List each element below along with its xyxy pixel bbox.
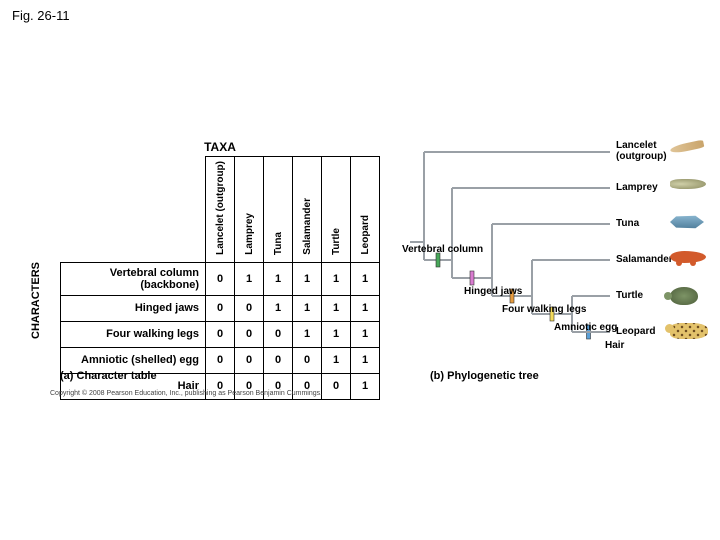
table-row: Four walking legs000111 xyxy=(61,321,380,347)
cell: 0 xyxy=(206,295,235,321)
cell: 0 xyxy=(235,295,264,321)
copyright-text: Copyright © 2008 Pearson Education, Inc.… xyxy=(50,390,322,397)
tip-label-leopard: Leopard xyxy=(616,326,655,337)
figure-label: Fig. 26-11 xyxy=(12,8,70,23)
node-label: Hinged jaws xyxy=(464,286,522,297)
cell: 1 xyxy=(351,295,380,321)
node-label: Vertebral column xyxy=(402,244,483,255)
table-row: Hinged jaws001111 xyxy=(61,295,380,321)
organism-tuna-icon xyxy=(670,215,706,233)
cell: 0 xyxy=(322,373,351,399)
cell: 0 xyxy=(235,347,264,373)
organism-lancelet-icon xyxy=(670,143,706,161)
col-salamander: Salamander xyxy=(293,157,322,263)
cell: 0 xyxy=(264,347,293,373)
organism-turtle-icon xyxy=(670,287,706,305)
cell: 1 xyxy=(351,321,380,347)
organism-salamander-icon xyxy=(670,251,706,269)
col-leopard: Leopard xyxy=(351,157,380,263)
tip-label-lancelet: Lancelet(outgroup) xyxy=(616,140,667,162)
cell: 1 xyxy=(351,347,380,373)
cell: 1 xyxy=(322,295,351,321)
cell: 1 xyxy=(293,262,322,295)
phylo-tree-panel: Vertebral column Hinged jaws Four walking … xyxy=(400,150,715,380)
col-lamprey: Lamprey xyxy=(235,157,264,263)
cell: 0 xyxy=(206,347,235,373)
col-tuna: Tuna xyxy=(264,157,293,263)
cell: 1 xyxy=(293,321,322,347)
caption-a: (a) Character table xyxy=(60,370,157,382)
cell: 1 xyxy=(293,295,322,321)
characters-axis-label: CHARACTERS xyxy=(30,262,42,339)
cell: 1 xyxy=(351,262,380,295)
col-lancelet: Lancelet (outgroup) xyxy=(206,157,235,263)
tip-label-salamander: Salamander xyxy=(616,254,673,265)
node-label: Hair xyxy=(605,340,624,351)
tip-label-lamprey: Lamprey xyxy=(616,182,658,193)
character-table-panel: TAXA Lancelet (outgroup)LampreyTunaSalam… xyxy=(60,140,380,400)
row-head: Four walking legs xyxy=(61,321,206,347)
cell: 1 xyxy=(322,321,351,347)
cell: 1 xyxy=(235,262,264,295)
node-label: Four walking legs xyxy=(502,304,586,315)
cell: 1 xyxy=(322,347,351,373)
cell: 0 xyxy=(235,321,264,347)
node-label: Amniotic egg xyxy=(554,322,617,333)
taxa-heading: TAXA xyxy=(60,140,380,154)
phylo-tree-labels: Vertebral column Hinged jaws Four walking … xyxy=(400,150,715,380)
tip-label-tuna: Tuna xyxy=(616,218,639,229)
character-table: Lancelet (outgroup)LampreyTunaSalamander… xyxy=(60,156,380,400)
table-corner xyxy=(61,157,206,263)
tip-label-turtle: Turtle xyxy=(616,290,643,301)
row-head: Vertebral column (backbone) xyxy=(61,262,206,295)
row-head: Hinged jaws xyxy=(61,295,206,321)
cell: 0 xyxy=(206,262,235,295)
cell: 0 xyxy=(293,347,322,373)
cell: 1 xyxy=(264,295,293,321)
cell: 0 xyxy=(264,321,293,347)
col-turtle: Turtle xyxy=(322,157,351,263)
cell: 0 xyxy=(206,321,235,347)
table-row: Vertebral column (backbone)011111 xyxy=(61,262,380,295)
cell: 1 xyxy=(264,262,293,295)
cell: 1 xyxy=(322,262,351,295)
organism-leopard-icon xyxy=(670,323,706,341)
organism-lamprey-icon xyxy=(670,179,706,197)
cell: 1 xyxy=(351,373,380,399)
caption-b: (b) Phylogenetic tree xyxy=(430,370,539,382)
